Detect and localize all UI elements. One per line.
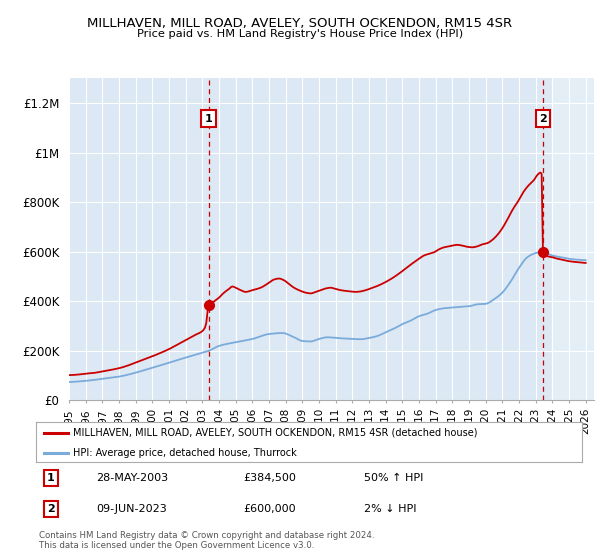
Text: 2: 2	[47, 504, 55, 514]
Text: MILLHAVEN, MILL ROAD, AVELEY, SOUTH OCKENDON, RM15 4SR: MILLHAVEN, MILL ROAD, AVELEY, SOUTH OCKE…	[88, 17, 512, 30]
Bar	[553, 78, 594, 400]
Text: 2% ↓ HPI: 2% ↓ HPI	[364, 504, 416, 514]
Text: HPI: Average price, detached house, Thurrock: HPI: Average price, detached house, Thur…	[73, 448, 297, 458]
Text: 50% ↑ HPI: 50% ↑ HPI	[364, 473, 423, 483]
Text: £384,500: £384,500	[244, 473, 296, 483]
Text: MILLHAVEN, MILL ROAD, AVELEY, SOUTH OCKENDON, RM15 4SR (detached house): MILLHAVEN, MILL ROAD, AVELEY, SOUTH OCKE…	[73, 428, 478, 438]
Bar	[553, 78, 594, 400]
Text: Price paid vs. HM Land Registry's House Price Index (HPI): Price paid vs. HM Land Registry's House …	[137, 29, 463, 39]
Text: 2: 2	[539, 114, 547, 124]
Text: Contains HM Land Registry data © Crown copyright and database right 2024.
This d: Contains HM Land Registry data © Crown c…	[39, 530, 374, 550]
Text: 1: 1	[47, 473, 55, 483]
Text: 09-JUN-2023: 09-JUN-2023	[96, 504, 167, 514]
Text: 1: 1	[205, 114, 212, 124]
Text: £600,000: £600,000	[244, 504, 296, 514]
Text: 28-MAY-2003: 28-MAY-2003	[96, 473, 168, 483]
